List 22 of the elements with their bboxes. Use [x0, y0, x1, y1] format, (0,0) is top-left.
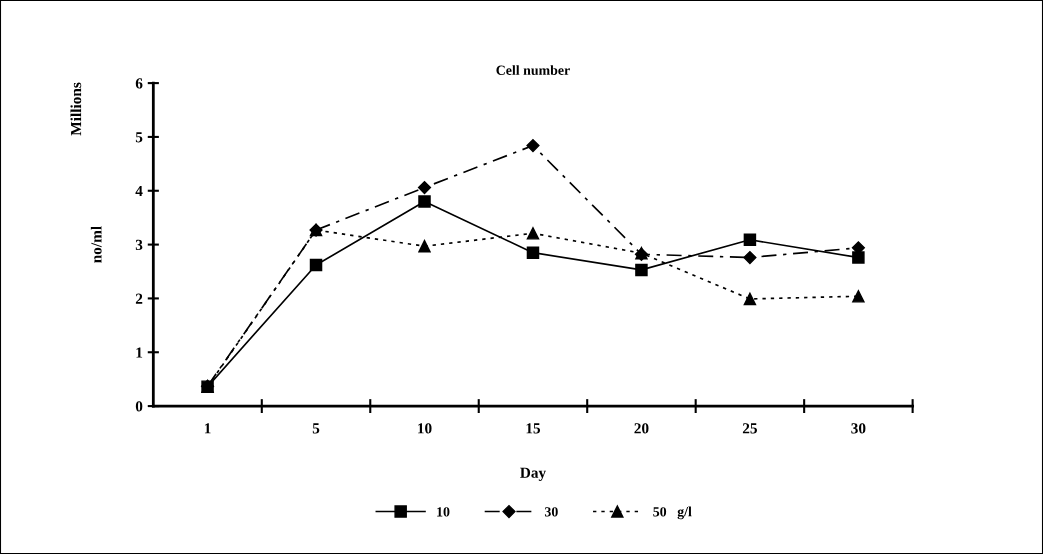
x-tick-label: 5 — [312, 423, 320, 434]
y-tick-label: 5 — [135, 132, 143, 143]
x-tick-label: 20 — [634, 423, 649, 434]
y-axis-title: no/ml — [90, 226, 102, 263]
legend-label: 10 — [437, 507, 450, 517]
legend-label: 50 — [653, 507, 667, 517]
legend-label: 30 — [544, 507, 558, 517]
legend-title: g/l — [677, 506, 692, 520]
y-tick-label: 3 — [135, 239, 143, 251]
y-tick-label: 4 — [135, 186, 143, 197]
text: Millions — [70, 82, 82, 136]
y-tick-label: 6 — [135, 78, 143, 89]
y-tick-label: 1 — [136, 347, 143, 358]
chart-title: Cell number — [496, 65, 570, 75]
x-tick-label: 30 — [851, 423, 866, 434]
x-tick-label: 25 — [742, 423, 757, 434]
x-tick-label: 15 — [526, 423, 541, 434]
x-tick-label: 10 — [418, 423, 432, 434]
y-tick-label: 2 — [135, 293, 143, 304]
x-axis-title: Day — [520, 467, 546, 482]
y-tick-label: 0 — [135, 401, 143, 412]
x-tick-label: 1 — [204, 423, 211, 434]
